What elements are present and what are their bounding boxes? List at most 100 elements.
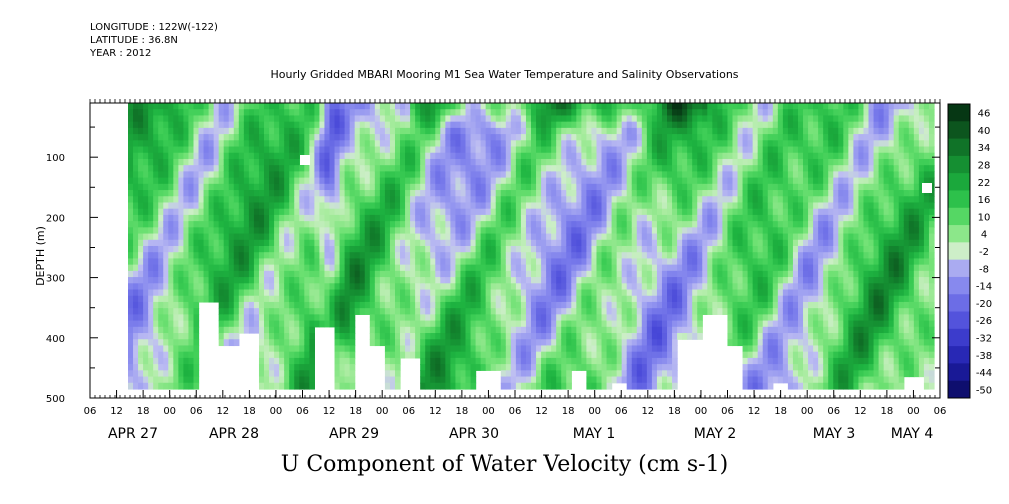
- heatmap-cell: [264, 127, 270, 135]
- heatmap-cell: [294, 289, 300, 297]
- heatmap-cell: [415, 333, 421, 340]
- heatmap-cell: [601, 295, 608, 303]
- heatmap-cell: [586, 239, 593, 247]
- heatmap-cell: [233, 289, 240, 297]
- heatmap-cell: [188, 233, 195, 241]
- heatmap-cell: [445, 109, 451, 117]
- heatmap-cell: [636, 258, 643, 266]
- heatmap-cell: [198, 277, 205, 284]
- heatmap-cell: [238, 326, 245, 334]
- heatmap-cell: [561, 320, 567, 328]
- heatmap-cell: [384, 196, 391, 204]
- heatmap-cell: [656, 264, 663, 272]
- heatmap-cell: [168, 277, 174, 284]
- heatmap-cell: [405, 289, 411, 297]
- heatmap-cell: [536, 208, 542, 216]
- heatmap-cell: [611, 115, 618, 123]
- heatmap-cell: [505, 171, 512, 179]
- heatmap-cell: [596, 103, 603, 110]
- heatmap-cell: [646, 183, 653, 191]
- heatmap-cell: [163, 320, 169, 328]
- heatmap-cell: [420, 376, 426, 384]
- heatmap-cell: [505, 364, 512, 371]
- heatmap-cell: [435, 245, 441, 253]
- heatmap-cell: [677, 301, 683, 309]
- heatmap-cell: [601, 152, 608, 160]
- heatmap-cell: [475, 115, 482, 123]
- heatmap-cell: [636, 208, 643, 216]
- heatmap-cell: [515, 289, 522, 297]
- heatmap-cell: [651, 202, 658, 210]
- heatmap-cell: [455, 314, 462, 322]
- heatmap-cell: [304, 227, 310, 235]
- heatmap-cell: [223, 214, 230, 222]
- heatmap-cell: [233, 196, 240, 204]
- heatmap-cell: [264, 165, 270, 172]
- heatmap-cell: [661, 351, 668, 359]
- heatmap-cell: [536, 221, 542, 228]
- heatmap-cell: [138, 370, 144, 378]
- heatmap-cell: [576, 357, 582, 365]
- heatmap-cell: [621, 314, 628, 322]
- heatmap-cell: [556, 283, 562, 291]
- heatmap-cell: [128, 370, 134, 378]
- heatmap-cell: [520, 177, 527, 185]
- heatmap-cell: [541, 252, 547, 260]
- heatmap-cell: [626, 339, 633, 347]
- heatmap-cell: [500, 264, 507, 272]
- heatmap-cell: [682, 115, 688, 123]
- heatmap-cell: [405, 208, 411, 216]
- heatmap-cell: [440, 109, 446, 117]
- heatmap-cell: [586, 339, 593, 347]
- heatmap-cell: [374, 283, 381, 291]
- heatmap-cell: [314, 239, 321, 247]
- heatmap-cell: [651, 127, 658, 135]
- heatmap-cell: [596, 326, 603, 334]
- heatmap-cell: [561, 370, 567, 378]
- heatmap-cell: [445, 165, 451, 172]
- heatmap-cell: [692, 245, 698, 253]
- heatmap-cell: [389, 364, 396, 371]
- heatmap-cell: [304, 314, 310, 322]
- heatmap-cell: [269, 152, 275, 160]
- heatmap-cell: [667, 270, 673, 278]
- heatmap-cell: [581, 146, 588, 154]
- heatmap-cell: [500, 314, 507, 322]
- heatmap-cell: [621, 202, 628, 210]
- heatmap-cell: [193, 214, 200, 222]
- heatmap-cell: [425, 177, 431, 185]
- heatmap-cell: [430, 196, 436, 204]
- heatmap-cell: [284, 127, 290, 135]
- heatmap-cell: [581, 283, 588, 291]
- heatmap-cell: [274, 295, 280, 303]
- heatmap-cell: [314, 252, 321, 260]
- heatmap-cell: [279, 258, 285, 266]
- heatmap-cell: [551, 320, 557, 328]
- heatmap-cell: [631, 345, 638, 353]
- heatmap-cell: [329, 277, 336, 284]
- heatmap-cell: [203, 196, 210, 204]
- heatmap-cell: [349, 183, 356, 191]
- heatmap-cell: [677, 326, 683, 334]
- heatmap-cell: [394, 214, 401, 222]
- heatmap-cell: [364, 289, 371, 297]
- heatmap-cell: [304, 183, 310, 191]
- heatmap-cell: [173, 171, 179, 179]
- heatmap-cell: [284, 152, 290, 160]
- heatmap-cell: [294, 326, 300, 334]
- heatmap-cell: [621, 146, 628, 154]
- heatmap-cell: [148, 364, 154, 371]
- heatmap-cell: [611, 252, 618, 260]
- heatmap-cell: [636, 345, 643, 353]
- heatmap-cell: [334, 258, 341, 266]
- heatmap-cell: [258, 252, 265, 260]
- heatmap-cell: [667, 357, 673, 365]
- heatmap-cell: [133, 158, 139, 166]
- heatmap-cell: [258, 208, 265, 216]
- heatmap-cell: [636, 233, 643, 241]
- heatmap-cell: [143, 320, 149, 328]
- heatmap-cell: [178, 333, 185, 340]
- heatmap-cell: [183, 270, 190, 278]
- heatmap-cell: [546, 314, 552, 322]
- heatmap-cell: [173, 252, 179, 260]
